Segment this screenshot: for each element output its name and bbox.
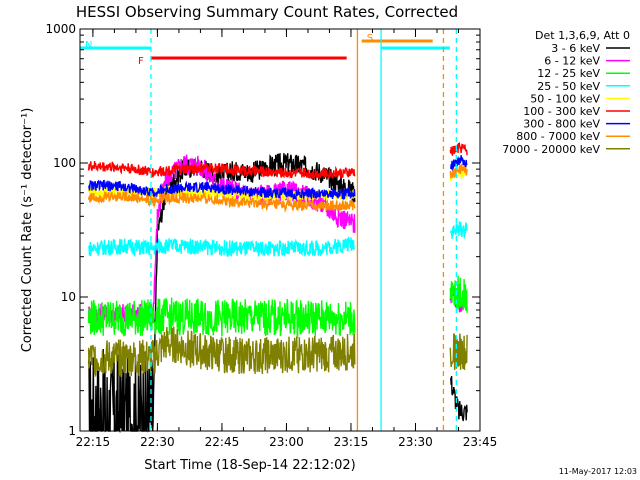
x-tick-label: 22:30 [140, 435, 175, 449]
legend-label: 7000 - 20000 keV [502, 143, 600, 156]
x-axis: 22:15 22:30 22:45 23:00 23:15 23:30 23:45 [76, 29, 498, 449]
y-axis: 1 10 100 1000 [45, 22, 480, 438]
legend-label: 25 - 50 keV [537, 80, 600, 93]
x-tick-label: 22:15 [76, 435, 111, 449]
flag-label-F: F [138, 56, 144, 67]
x-axis-label: Start Time (18-Sep-14 22:12:02) [144, 458, 355, 473]
legend-label: 300 - 800 keV [523, 118, 600, 131]
series-line-2-part-1 [87, 154, 356, 325]
legend-label: 3 - 6 keV [551, 42, 600, 55]
y-tick-label: 1 [68, 424, 76, 438]
plot-timestamp: 11-May-2017 12:03 [559, 467, 637, 476]
vertical-markers [150, 29, 457, 431]
series-line-9-part-1 [87, 326, 356, 377]
y-tick-label: 10 [61, 290, 76, 304]
series-line-3-part-2 [449, 275, 468, 313]
series-line-6-part-2 [449, 141, 468, 156]
plot-frame [79, 28, 481, 432]
series-line-7-part-1 [87, 179, 356, 201]
legend-label: 12 - 25 keV [537, 67, 600, 80]
legend-header: Det 1,3,6,9, Att 0 [535, 29, 630, 42]
plot-area [87, 141, 468, 434]
y-axis-label: Corrected Count Rate (s⁻¹ detector⁻¹) [20, 108, 35, 353]
legend-label: 100 - 300 keV [523, 105, 600, 118]
flag-label-S: S [367, 33, 373, 44]
x-tick-label: 23:15 [334, 435, 369, 449]
legend-label: 6 - 12 keV [544, 55, 600, 68]
flag-label-N: N [85, 40, 92, 51]
x-tick-label: 23:00 [269, 435, 304, 449]
legend-label: 800 - 7000 keV [516, 130, 600, 143]
x-tick-label: 23:30 [398, 435, 433, 449]
series-line-9-part-2 [449, 333, 468, 371]
y-tick-label: 1000 [45, 22, 76, 36]
x-tick-label: 23:45 [463, 435, 498, 449]
legend-label: 50 - 100 keV [530, 92, 600, 105]
series-line-6-part-1 [87, 161, 356, 180]
y-tick-label: 100 [53, 156, 76, 170]
series-line-4-part-2 [449, 221, 468, 240]
observing-flags: N F S [80, 33, 450, 67]
series-line-3-part-1 [87, 297, 356, 339]
chart-title: HESSI Observing Summary Count Rates, Cor… [76, 3, 458, 21]
series-line-8-part-1 [87, 190, 356, 213]
series-line-1-part-2 [449, 375, 468, 422]
series-line-8-part-2 [449, 164, 468, 179]
series-line-4-part-1 [87, 236, 355, 258]
x-tick-label: 22:45 [205, 435, 240, 449]
